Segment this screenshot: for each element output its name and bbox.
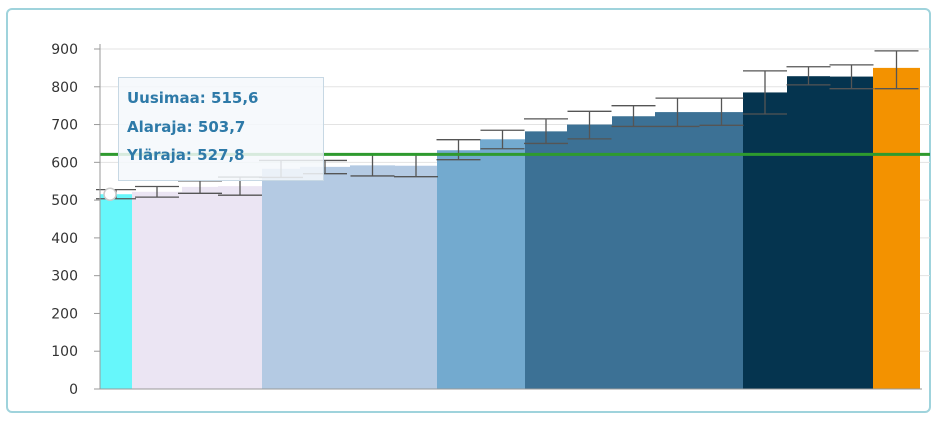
y-tick-label: 400 bbox=[51, 231, 78, 247]
y-tick-label: 0 bbox=[69, 382, 78, 398]
bar bbox=[830, 76, 873, 390]
bar bbox=[567, 124, 612, 390]
y-tick-label: 300 bbox=[51, 269, 78, 285]
tooltip-lower-bound: Alaraja: 503,7 bbox=[127, 117, 246, 136]
bar bbox=[787, 76, 830, 389]
y-tick-label: 800 bbox=[51, 80, 78, 96]
bar bbox=[300, 166, 350, 389]
y-tick-label: 600 bbox=[51, 155, 78, 171]
bar bbox=[218, 186, 262, 389]
tooltip-value: Uusimaa: 515,6 bbox=[127, 89, 259, 107]
hover-marker bbox=[103, 187, 117, 201]
y-tick-label: 100 bbox=[51, 344, 78, 360]
bar bbox=[873, 67, 920, 389]
bar bbox=[182, 186, 218, 389]
bar bbox=[612, 116, 655, 389]
bar bbox=[655, 112, 700, 389]
y-axis-ticks: 0 100 200 300 400 500 600 700 800 900 bbox=[51, 42, 100, 398]
bar bbox=[100, 194, 132, 389]
bar bbox=[525, 131, 567, 389]
bar bbox=[743, 92, 787, 389]
bar bbox=[700, 112, 743, 389]
y-tick-label: 200 bbox=[51, 306, 78, 322]
bar bbox=[480, 139, 525, 389]
bar bbox=[132, 191, 182, 389]
y-tick-label: 700 bbox=[51, 118, 78, 134]
bars bbox=[100, 67, 920, 390]
bar bbox=[395, 165, 437, 389]
tooltip-upper-bound: Yläraja: 527,8 bbox=[127, 146, 245, 164]
bar bbox=[350, 165, 395, 389]
bar bbox=[437, 150, 480, 389]
y-tick-label: 900 bbox=[51, 42, 78, 58]
y-tick-label: 500 bbox=[51, 193, 78, 209]
tooltip: Uusimaa: 515,6 Alaraja: 503,7 Yläraja: 5… bbox=[118, 77, 324, 181]
bar bbox=[262, 168, 300, 389]
